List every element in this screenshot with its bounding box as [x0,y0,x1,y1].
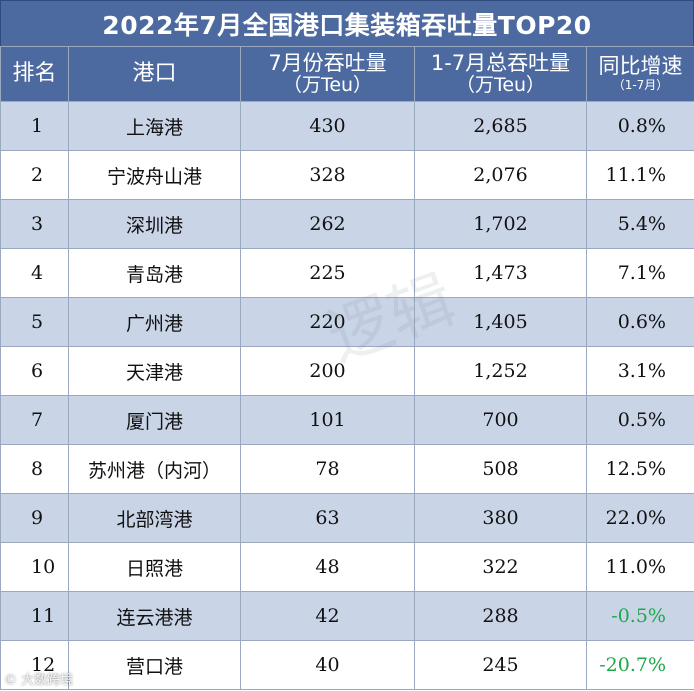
rank-cell[interactable]: 11 [0,591,69,641]
ytd-throughput-cell[interactable]: 245 [414,640,587,690]
table-row: 11 连云港港 42 288 -0.5% [0,591,694,641]
rank-cell[interactable]: 1 [0,101,69,151]
rank-cell[interactable]: 12 [0,640,69,690]
table-row: 1 上海港 430 2,685 0.8% [0,101,694,151]
header-july-throughput[interactable]: 7月份吞吐量 （万Teu） [240,46,415,102]
table-row: 8 苏州港（内河） 78 508 12.5% [0,444,694,494]
july-throughput-cell[interactable]: 262 [240,199,415,249]
ytd-throughput-cell[interactable]: 380 [414,493,587,543]
port-cell[interactable]: 日照港 [68,542,241,592]
ytd-throughput-cell[interactable]: 1,702 [414,199,587,249]
july-throughput-cell[interactable]: 40 [240,640,415,690]
ytd-throughput-cell[interactable]: 508 [414,444,587,494]
port-cell[interactable]: 北部湾港 [68,493,241,543]
ytd-throughput-cell[interactable]: 1,252 [414,346,587,396]
ytd-throughput-cell[interactable]: 322 [414,542,587,592]
ytd-throughput-cell[interactable]: 1,405 [414,297,587,347]
header-ytd-line2: （万Teu） [455,74,546,96]
table-row: 10 日照港 48 322 11.0% [0,542,694,592]
port-cell[interactable]: 连云港港 [68,591,241,641]
growth-cell[interactable]: 22.0% [586,493,694,543]
july-throughput-cell[interactable]: 101 [240,395,415,445]
header-ytd-line1: 1-7月总吞吐量 [430,51,571,75]
ytd-throughput-cell[interactable]: 2,685 [414,101,587,151]
port-cell[interactable]: 营口港 [68,640,241,690]
july-throughput-cell[interactable]: 63 [240,493,415,543]
header-port[interactable]: 港口 [68,46,241,102]
july-throughput-cell[interactable]: 225 [240,248,415,298]
growth-cell[interactable]: -20.7% [586,640,694,690]
growth-cell[interactable]: 0.5% [586,395,694,445]
port-cell[interactable]: 深圳港 [68,199,241,249]
rank-cell[interactable]: 3 [0,199,69,249]
july-throughput-cell[interactable]: 42 [240,591,415,641]
header-july-line2: （万Teu） [282,74,373,96]
header-july-line1: 7月份吞吐量 [268,51,387,75]
source-credit: © 大数跨境 [4,673,74,688]
table-row: 12 营口港 40 245 -20.7% [0,640,694,690]
growth-cell[interactable]: 7.1% [586,248,694,298]
header-ytd-throughput[interactable]: 1-7月总吞吐量 （万Teu） [414,46,587,102]
table-row: 7 厦门港 101 700 0.5% [0,395,694,445]
table-row: 6 天津港 200 1,252 3.1% [0,346,694,396]
header-growth[interactable]: 同比增速 （1-7月） [586,46,694,102]
july-throughput-cell[interactable]: 220 [240,297,415,347]
rank-cell[interactable]: 7 [0,395,69,445]
table-row: 9 北部湾港 63 380 22.0% [0,493,694,543]
header-growth-line1: 同比增速 [598,54,683,78]
ytd-throughput-cell[interactable]: 2,076 [414,150,587,200]
growth-cell[interactable]: 0.6% [586,297,694,347]
rank-cell[interactable]: 9 [0,493,69,543]
port-cell[interactable]: 广州港 [68,297,241,347]
rank-cell[interactable]: 6 [0,346,69,396]
header-row: 排名 港口 7月份吞吐量 （万Teu） 1-7月总吞吐量 （万Teu） 同比增速… [0,46,694,102]
rank-cell[interactable]: 10 [0,542,69,592]
july-throughput-cell[interactable]: 328 [240,150,415,200]
growth-cell[interactable]: 12.5% [586,444,694,494]
rank-cell[interactable]: 8 [0,444,69,494]
rank-cell[interactable]: 4 [0,248,69,298]
header-growth-line2: （1-7月） [612,78,669,92]
table-title: 2022年7月全国港口集装箱吞吐量TOP20 [0,0,694,48]
rank-cell[interactable]: 5 [0,297,69,347]
july-throughput-cell[interactable]: 78 [240,444,415,494]
growth-cell[interactable]: -0.5% [586,591,694,641]
rank-cell[interactable]: 2 [0,150,69,200]
port-cell[interactable]: 上海港 [68,101,241,151]
growth-cell[interactable]: 5.4% [586,199,694,249]
ytd-throughput-cell[interactable]: 288 [414,591,587,641]
growth-cell[interactable]: 3.1% [586,346,694,396]
ytd-throughput-cell[interactable]: 1,473 [414,248,587,298]
port-cell[interactable]: 青岛港 [68,248,241,298]
ytd-throughput-cell[interactable]: 700 [414,395,587,445]
table-row: 3 深圳港 262 1,702 5.4% [0,199,694,249]
july-throughput-cell[interactable]: 200 [240,346,415,396]
port-cell[interactable]: 宁波舟山港 [68,150,241,200]
growth-cell[interactable]: 11.1% [586,150,694,200]
table-row: 4 青岛港 225 1,473 7.1% [0,248,694,298]
table-row: 5 广州港 220 1,405 0.6% [0,297,694,347]
growth-cell[interactable]: 0.8% [586,101,694,151]
july-throughput-cell[interactable]: 430 [240,101,415,151]
port-cell[interactable]: 苏州港（内河） [68,444,241,494]
growth-cell[interactable]: 11.0% [586,542,694,592]
port-ranking-table: 排名 港口 7月份吞吐量 （万Teu） 1-7月总吞吐量 （万Teu） 同比增速… [0,46,694,690]
table-row: 2 宁波舟山港 328 2,076 11.1% [0,150,694,200]
header-rank[interactable]: 排名 [0,46,69,102]
port-cell[interactable]: 厦门港 [68,395,241,445]
port-cell[interactable]: 天津港 [68,346,241,396]
july-throughput-cell[interactable]: 48 [240,542,415,592]
